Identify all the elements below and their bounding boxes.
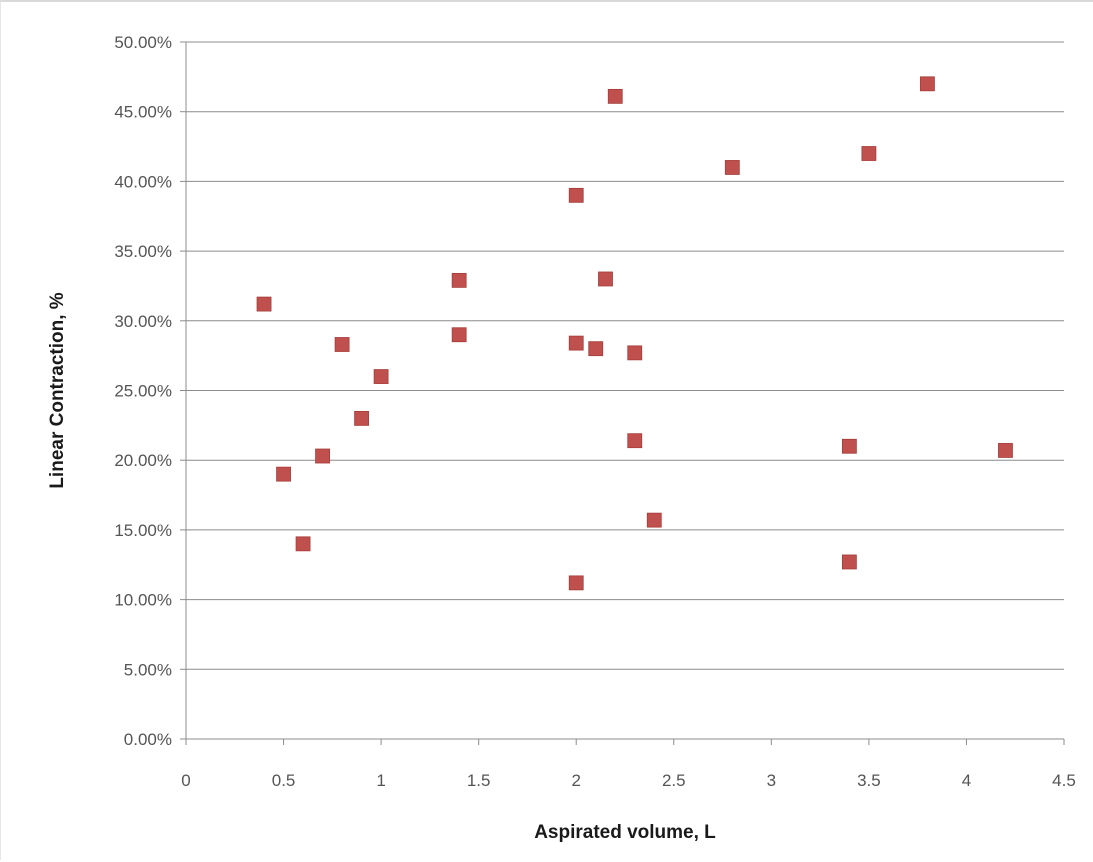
data-point bbox=[598, 271, 613, 287]
data-point bbox=[998, 443, 1013, 458]
y-tick-label: 0.00% bbox=[124, 730, 172, 749]
y-tick-label: 15.00% bbox=[114, 521, 172, 540]
data-point bbox=[627, 433, 643, 449]
gridlines bbox=[186, 41, 1064, 670]
y-tick-label: 10.00% bbox=[114, 591, 172, 610]
data-point bbox=[568, 575, 584, 591]
x-tick-label: 1 bbox=[376, 771, 385, 790]
data-point bbox=[841, 554, 857, 570]
tick-labels: 0.00% 5.00% 10.00% 15.00% 20.00% 25.00% 30.00%… bbox=[114, 33, 1075, 790]
data-points bbox=[256, 76, 1013, 591]
data-point bbox=[724, 160, 740, 175]
data-point bbox=[451, 272, 467, 288]
data-point bbox=[588, 341, 604, 357]
y-axis-title: Linear Contraction, % bbox=[47, 292, 68, 488]
x-tick-label: 4 bbox=[962, 771, 971, 790]
y-tick-label: 45.00% bbox=[114, 103, 172, 122]
data-point bbox=[646, 512, 662, 528]
y-tick-label: 25.00% bbox=[114, 382, 172, 401]
data-point bbox=[276, 466, 291, 482]
y-tick-label: 20.00% bbox=[114, 451, 172, 470]
axes bbox=[180, 41, 1065, 745]
data-point bbox=[315, 448, 330, 464]
data-point bbox=[920, 76, 935, 92]
x-tick-label: 1.5 bbox=[467, 771, 491, 790]
x-tick-label: 2.5 bbox=[662, 771, 686, 790]
y-tick-label: 40.00% bbox=[114, 172, 172, 191]
data-point bbox=[607, 88, 623, 104]
data-point bbox=[841, 438, 857, 454]
y-tick-label: 35.00% bbox=[114, 242, 172, 261]
data-point bbox=[295, 536, 311, 552]
data-point bbox=[334, 337, 350, 352]
x-tick-label: 0.5 bbox=[272, 771, 296, 790]
y-tick-label: 30.00% bbox=[114, 312, 172, 331]
data-point bbox=[373, 369, 389, 384]
data-point bbox=[256, 296, 272, 312]
y-tick-label: 5.00% bbox=[124, 660, 172, 679]
x-tick-label: 0 bbox=[181, 771, 190, 790]
x-tick-label: 2 bbox=[571, 771, 580, 790]
data-point bbox=[354, 410, 370, 426]
data-point bbox=[451, 327, 467, 343]
x-tick-label: 3.5 bbox=[857, 771, 881, 790]
x-tick-label: 4.5 bbox=[1052, 771, 1076, 790]
x-tick-label: 3 bbox=[767, 771, 776, 790]
y-tick-label: 50.00% bbox=[114, 33, 172, 52]
data-point bbox=[568, 335, 584, 351]
data-point bbox=[627, 345, 643, 361]
data-point bbox=[568, 187, 584, 203]
data-point bbox=[861, 146, 877, 161]
x-axis-title: Aspirated volume, L bbox=[534, 822, 716, 843]
